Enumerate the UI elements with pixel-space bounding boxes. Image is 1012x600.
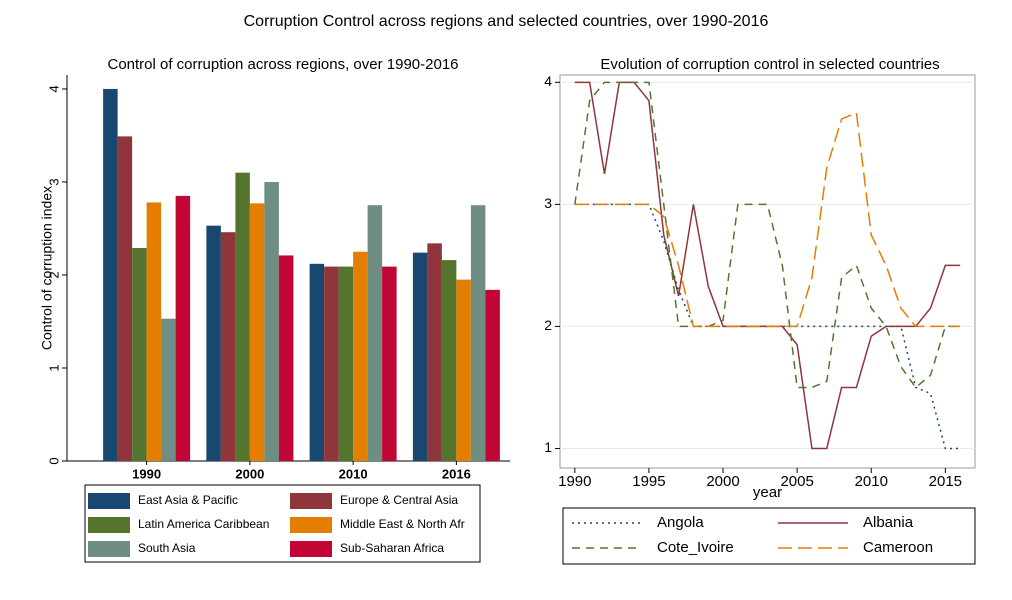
y-tick-label: 3	[544, 195, 552, 211]
bar	[441, 260, 457, 461]
x-tick-label: 1995	[632, 473, 665, 490]
bar	[161, 318, 176, 461]
x-tick-label: 2010	[339, 466, 368, 481]
chart-title: Control of corruption across regions, ov…	[107, 56, 458, 73]
legend-swatch	[88, 493, 130, 509]
legend-swatch	[88, 517, 130, 533]
y-tick-label: 3	[46, 178, 61, 185]
bar	[324, 266, 339, 461]
legend-label: Sub-Saharan Africa	[340, 541, 444, 555]
legend-label: Europe & Central Asia	[340, 493, 458, 507]
legend-swatch	[290, 517, 332, 533]
bar	[367, 205, 383, 461]
bar	[175, 195, 191, 462]
legend-swatch	[88, 541, 130, 557]
legend-label: Angola	[657, 514, 704, 531]
x-tick-label: 2005	[780, 473, 813, 490]
chart-title: Evolution of corruption control in selec…	[600, 56, 939, 73]
bar	[103, 88, 118, 461]
bar	[146, 202, 162, 461]
bar	[456, 279, 471, 461]
bar	[220, 232, 236, 461]
bar	[470, 205, 486, 461]
y-tick-label: 4	[544, 73, 552, 89]
bar	[235, 172, 250, 461]
bar	[132, 248, 147, 461]
x-axis-label: year	[753, 484, 782, 501]
bar	[278, 255, 294, 461]
x-tick-label: 1990	[132, 466, 161, 481]
bar	[206, 225, 221, 461]
x-tick-label: 2016	[442, 466, 471, 481]
x-tick-label: 1990	[558, 473, 591, 490]
legend-label: Albania	[863, 514, 914, 531]
y-axis-label: Control of corruption index	[39, 186, 55, 350]
line	[574, 111, 961, 328]
legend-label: Latin America Caribbean	[138, 517, 269, 531]
x-tick-label: 2000	[706, 473, 739, 490]
x-tick-label: 2015	[929, 473, 962, 490]
x-tick-label: 2010	[855, 473, 888, 490]
legend-frame	[562, 507, 976, 565]
legend-label: South Asia	[138, 541, 196, 555]
bar	[264, 181, 279, 461]
y-tick-label: 0	[46, 457, 61, 464]
bar	[338, 266, 354, 461]
y-tick-label: 4	[46, 85, 61, 92]
legend-swatch	[290, 493, 332, 509]
y-tick-label: 1	[544, 439, 552, 455]
bar	[309, 263, 325, 461]
y-tick-label: 2	[544, 317, 552, 333]
legend-frame	[84, 484, 481, 563]
legend-label: East Asia & Pacific	[138, 493, 238, 507]
x-tick-label: 2000	[235, 466, 264, 481]
plot-frame	[559, 74, 976, 469]
y-tick-label: 1	[46, 364, 61, 371]
legend-label: Cameroon	[863, 539, 933, 556]
legend-swatch	[290, 541, 332, 557]
legend-label: Middle East & North Afr	[340, 517, 465, 531]
bar	[412, 252, 428, 461]
legend-label: Cote_Ivoire	[657, 539, 734, 556]
bar	[117, 136, 133, 462]
bar	[485, 289, 500, 461]
bar	[353, 251, 368, 461]
y-tick-label: 2	[46, 271, 61, 278]
bar	[249, 203, 265, 461]
figure-title: Corruption Control across regions and se…	[244, 13, 769, 30]
bar	[427, 243, 442, 461]
bar	[382, 266, 397, 461]
